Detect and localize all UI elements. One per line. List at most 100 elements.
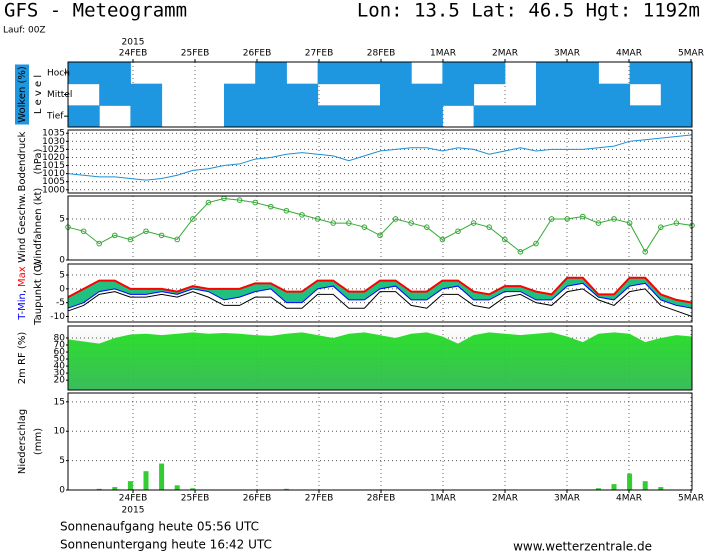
cloud-cell — [255, 105, 287, 128]
y-tick-label: 40 — [54, 362, 66, 372]
point — [377, 232, 383, 239]
cloud-cell — [536, 83, 568, 106]
y-axis-label-part: , — [17, 290, 28, 293]
point — [642, 248, 649, 255]
bar — [595, 488, 601, 490]
y-tick-label: 1000 — [42, 185, 65, 195]
bar — [143, 471, 149, 490]
cloud-cell — [660, 83, 693, 106]
point — [158, 232, 165, 239]
cloud-cell — [474, 84, 506, 106]
date-label: 27FEB — [305, 49, 334, 59]
date-label: 28FEB — [367, 494, 396, 504]
y-axis-label: Bodendruck — [17, 131, 28, 191]
bar — [96, 488, 102, 490]
cloud-cell — [224, 62, 256, 84]
date-label: 27FEB — [305, 494, 334, 504]
y-axis-label: L e v e l — [33, 75, 44, 114]
y-tick-label: -5 — [56, 298, 65, 308]
cloud-cell — [536, 105, 568, 128]
date-label: 28FEB — [367, 49, 396, 59]
date-label: 5MAR — [678, 49, 704, 59]
bar — [174, 485, 180, 490]
y-axis-label: Wind Geschw. — [17, 193, 28, 263]
date-label: 26FEB — [243, 494, 272, 504]
y-tick-label: 80 — [54, 333, 66, 343]
point — [330, 220, 337, 226]
y-tick-label: 5 — [59, 214, 65, 224]
point — [455, 228, 461, 235]
y-tick-label: 60 — [54, 348, 66, 358]
point — [346, 220, 352, 226]
point — [439, 236, 446, 243]
point — [533, 240, 539, 247]
cloud-cell — [629, 105, 662, 128]
point — [252, 199, 258, 206]
bar — [283, 488, 289, 490]
cloud-cell — [567, 62, 599, 85]
cloud-cell — [411, 62, 443, 84]
cloud-cell — [411, 83, 443, 106]
series-line — [67, 134, 693, 181]
point — [283, 207, 290, 214]
date-label: 4MAR — [616, 494, 642, 504]
cloud-cell — [505, 62, 537, 84]
cloud-cell — [348, 62, 381, 85]
point — [392, 216, 399, 222]
cloud-cell — [286, 83, 319, 106]
point — [236, 197, 243, 203]
panel-frame — [67, 325, 693, 391]
cloud-cell — [660, 105, 693, 128]
panel-frame — [67, 61, 693, 128]
cloud-cell — [193, 62, 225, 84]
date-label: 2MAR — [492, 494, 518, 504]
y-axis-label: Wolken (%) — [17, 66, 28, 123]
bar — [658, 487, 664, 490]
bar — [190, 488, 196, 490]
cloud-cell — [68, 105, 100, 128]
cloud-cell — [411, 105, 443, 128]
point — [314, 216, 321, 222]
bar — [611, 484, 617, 490]
cloud-cell — [286, 62, 318, 84]
y-axis-label: Taupunkt (C) — [33, 261, 44, 326]
point — [673, 220, 680, 226]
date-label: 25FEB — [181, 49, 210, 59]
series-line — [67, 197, 693, 253]
cloud-cell — [567, 83, 599, 106]
y-tick-label: 1010 — [42, 169, 65, 179]
point — [611, 216, 617, 222]
location: Lon: 13.5 Lat: 46.5 Hgt: 1192m — [357, 0, 700, 22]
y-axis-label: T-Min, Max — [17, 266, 28, 320]
date-label: 25FEB — [181, 494, 210, 504]
date-label: 24FEB — [119, 494, 148, 504]
level-label: Hoch — [47, 68, 70, 78]
date-label: 4MAR — [616, 49, 642, 59]
y-tick-label: 0 — [59, 256, 65, 266]
y-tick-label: -10 — [50, 312, 65, 322]
cloud-cell — [598, 83, 631, 106]
y-tick-label: 5 — [59, 271, 65, 281]
range-fill — [68, 277, 692, 309]
y-axis-label-part: T-Min — [17, 293, 28, 321]
cloud-cell — [380, 62, 412, 85]
date-label: 3MAR — [554, 494, 580, 504]
cloud-cell — [317, 62, 350, 85]
cloud-cell — [442, 83, 475, 106]
point — [80, 228, 87, 235]
panel-frame — [67, 392, 693, 491]
point — [658, 224, 664, 230]
cloud-cell — [380, 83, 412, 106]
year-label: 2015 — [122, 38, 145, 48]
cloud-cell — [348, 105, 381, 128]
cloud-cell — [130, 62, 162, 84]
y-tick-label: 30 — [54, 369, 66, 379]
y-axis-label: Niederschlag — [17, 409, 28, 474]
cloud-cell — [318, 84, 350, 106]
point — [470, 220, 477, 226]
point — [517, 248, 524, 255]
cloud-cell — [286, 105, 319, 128]
y-tick-label: 0 — [59, 486, 65, 496]
bar — [642, 481, 648, 490]
